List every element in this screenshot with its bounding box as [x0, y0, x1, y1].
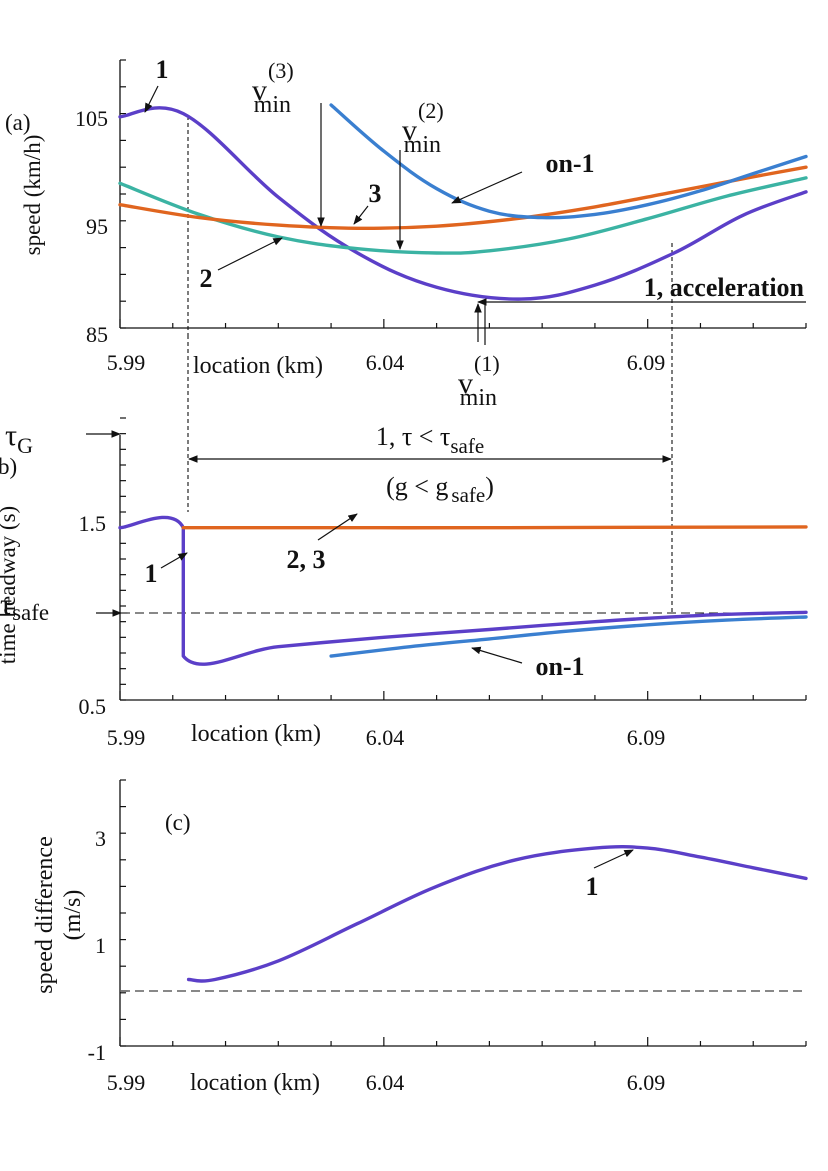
- series-line-on-1: [329, 615, 808, 658]
- panel-c-label: (c): [165, 810, 191, 835]
- panel-a-arrow-3: [353, 205, 369, 225]
- panel-b-xtick-609: 6.09: [627, 725, 666, 750]
- panel-a-label-on1: on-1: [545, 149, 594, 178]
- panel-a-series: [118, 103, 808, 301]
- series-line-on-1: [329, 103, 808, 220]
- tau-safe-label: τsafe: [0, 588, 49, 625]
- series-line-1: [118, 515, 808, 666]
- gap-condition-label: (g < g safe): [386, 472, 494, 507]
- panel-a-label: (a): [5, 110, 31, 135]
- unsafe-interval-label: 1, τ < τsafe: [376, 422, 484, 458]
- panel-c-ytick-3: 3: [95, 826, 106, 851]
- panel-a-ytick-85: 85: [86, 322, 108, 347]
- panel-a-xtick-599: 5.99: [107, 350, 146, 375]
- vmin-2-label: v(2) min: [402, 98, 444, 158]
- panel-c-xtick-599: 5.99: [107, 1070, 146, 1095]
- panel-b-ylabel: time headway (s): [0, 506, 20, 664]
- panel-b-label-23: 2, 3: [287, 545, 326, 574]
- panel-a-arrow-on1: [451, 171, 523, 204]
- panel-a-ytick-105: 105: [75, 106, 108, 131]
- panel-b-ytick-05: 0.5: [79, 694, 107, 719]
- panel-c-arrow-1: [593, 849, 634, 869]
- panel-a-arrow-1: [144, 85, 159, 113]
- panel-c-series: [186, 845, 808, 983]
- panel-c: -1 1 3 5.99 6.04 6.09 location (km) spee…: [32, 779, 808, 1096]
- panel-b-xtick-604: 6.04: [366, 725, 405, 750]
- panel-c-label-1: 1: [586, 872, 599, 901]
- panel-c-xtick-604: 6.04: [366, 1070, 405, 1095]
- panel-a-label-3: 3: [369, 179, 382, 208]
- series-line-2: [118, 176, 808, 255]
- tau-g-label: τG: [5, 419, 33, 458]
- panel-b-ytick-15: 1.5: [79, 511, 107, 536]
- panel-b-arrow-23: [317, 513, 358, 541]
- panel-b-arrow-1: [160, 552, 188, 569]
- series-line-1: [118, 106, 808, 301]
- panel-c-ytick-m1: -1: [88, 1040, 106, 1065]
- series-line-2-3: [181, 525, 808, 530]
- panel-a-label-2: 2: [200, 264, 213, 293]
- panel-b-label: b): [0, 454, 17, 479]
- vmin-3-label: v(3) min: [252, 58, 294, 118]
- panel-b-series: [118, 515, 808, 666]
- panel-a-xtick-604: 6.04: [366, 350, 405, 375]
- panel-a-xtick-609: 6.09: [627, 350, 666, 375]
- panel-c-ylabel-line1: speed difference: [32, 836, 58, 993]
- panel-c-ylabel-line2: (m/s): [60, 890, 86, 941]
- panel-b-xlabel: location (km): [191, 721, 321, 747]
- panel-c-xtick-609: 6.09: [627, 1070, 666, 1095]
- panel-a-xlabel: location (km): [193, 353, 323, 379]
- panel-a-label-acceleration: 1, acceleration: [644, 273, 805, 302]
- panel-b-label-on1: on-1: [535, 652, 584, 681]
- panel-a-ylabel: speed (km/h): [20, 135, 45, 256]
- series-line-1: [186, 845, 808, 983]
- panel-a-ytick-95: 95: [86, 214, 108, 239]
- panel-b-arrow-on1: [471, 646, 523, 664]
- panel-b-xtick-599: 5.99: [107, 725, 146, 750]
- panel-a: 85 95 105 5.99 6.04 6.09 location (km) s…: [5, 55, 808, 411]
- panel-b: 0.5 1.5 5.99 6.04 6.09 location (km) tim…: [0, 335, 808, 750]
- panel-b-label-1: 1: [145, 559, 158, 588]
- panel-c-xlabel: location (km): [190, 1070, 320, 1096]
- series-line-3: [118, 165, 808, 231]
- panel-a-arrow-2: [217, 237, 283, 271]
- vmin-1-label: v(1) min: [458, 351, 500, 411]
- panel-a-label-1: 1: [156, 55, 169, 84]
- panel-c-ytick-1: 1: [95, 933, 106, 958]
